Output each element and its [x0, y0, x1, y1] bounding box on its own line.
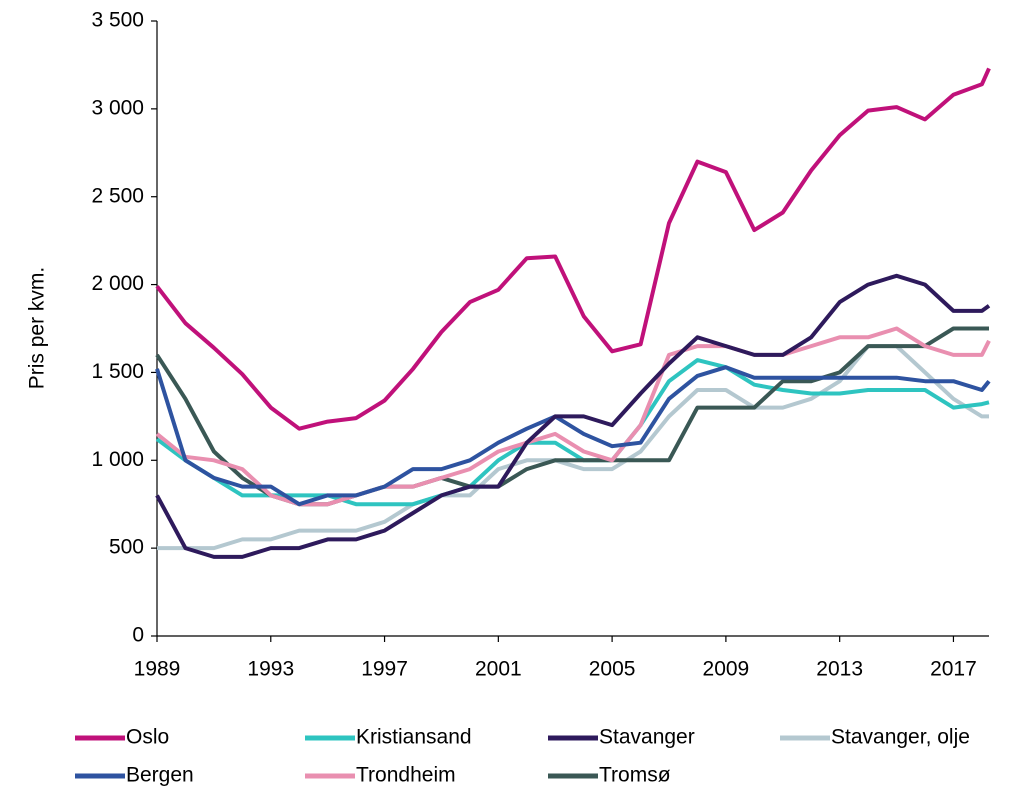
- y-tick-label: 3 500: [91, 9, 144, 32]
- x-tick-label: 1993: [247, 658, 294, 681]
- y-tick-label: 3 000: [91, 96, 144, 119]
- x-tick-label: 2005: [589, 658, 636, 681]
- y-tick-label: 500: [109, 536, 144, 559]
- legend-label: Trondheim: [356, 764, 456, 787]
- y-tick-label: 1 500: [91, 360, 144, 383]
- x-tick-label: 1997: [361, 658, 408, 681]
- series-line: [155, 365, 991, 507]
- x-tick-label: 2009: [703, 658, 750, 681]
- x-tick-label: 2013: [816, 658, 863, 681]
- y-axis-label: Pris per kvm.: [26, 267, 49, 390]
- y-tick-label: 1 000: [91, 448, 144, 471]
- y-tick-label: 2 500: [91, 184, 144, 207]
- x-tick-label: 2017: [930, 658, 977, 681]
- x-tick-label: 2001: [475, 658, 522, 681]
- legend-label: Stavanger: [599, 726, 695, 749]
- series-line: [155, 358, 990, 507]
- legend-label: Bergen: [126, 764, 194, 787]
- y-tick-label: 0: [132, 624, 144, 647]
- series-line: [155, 273, 991, 559]
- series-line: [155, 67, 991, 431]
- legend-label: Stavanger, olje: [831, 726, 970, 749]
- x-tick-label: 1989: [134, 658, 181, 681]
- legend-label: Tromsø: [599, 764, 671, 787]
- legend-label: Oslo: [126, 726, 169, 749]
- legend-label: Kristiansand: [356, 726, 472, 749]
- y-tick-label: 2 000: [91, 272, 144, 295]
